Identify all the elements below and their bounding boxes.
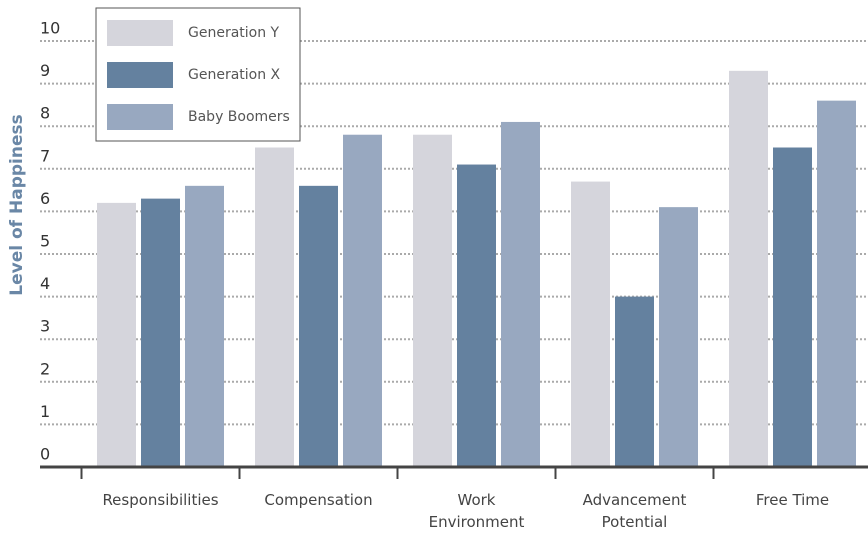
bar <box>773 147 812 467</box>
y-tick-label: 7 <box>40 146 50 165</box>
y-axis-title: Level of Happiness <box>7 114 27 295</box>
bar <box>571 181 610 467</box>
bar <box>97 202 136 467</box>
bar <box>185 185 224 467</box>
bar <box>299 185 338 467</box>
y-tick-label: 9 <box>40 61 50 80</box>
y-tick-label: 4 <box>40 274 50 293</box>
bar <box>817 100 856 467</box>
y-tick-label: 5 <box>40 232 50 251</box>
y-tick-label: 0 <box>40 445 50 464</box>
legend-swatch <box>107 20 173 46</box>
y-tick-label: 8 <box>40 104 50 123</box>
x-tick-label: Advancement Potential <box>582 491 687 531</box>
bar <box>457 164 496 468</box>
y-tick-label: 3 <box>40 317 50 336</box>
y-tick-label: 10 <box>40 19 60 38</box>
bar <box>615 296 654 467</box>
bar <box>729 70 768 467</box>
y-tick-label: 2 <box>40 359 50 378</box>
legend-label: Generation X <box>188 67 281 83</box>
bar <box>343 134 382 467</box>
x-tick-label: Work Environment <box>428 491 525 531</box>
bar <box>501 121 540 467</box>
bar <box>413 134 452 467</box>
x-tick-label: Compensation <box>264 491 373 509</box>
bar <box>659 207 698 467</box>
bar <box>141 198 180 467</box>
legend-label: Generation Y <box>188 25 280 41</box>
x-tick-label: Responsibilities <box>102 491 219 509</box>
x-tick-label: Free Time <box>755 491 830 509</box>
y-tick-label: 6 <box>40 189 50 208</box>
legend-label: Baby Boomers <box>188 109 290 125</box>
legend-swatch <box>107 62 173 88</box>
legend-swatch <box>107 104 173 130</box>
y-tick-label: 1 <box>40 402 50 421</box>
bar <box>255 147 294 467</box>
